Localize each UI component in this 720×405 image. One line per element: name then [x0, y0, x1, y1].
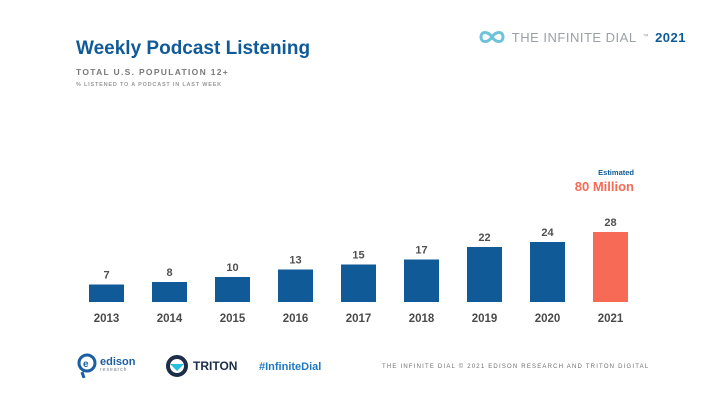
category-label-2018: 2018 — [409, 313, 435, 325]
bar-2020 — [530, 242, 565, 302]
edison-name: edison — [100, 356, 136, 368]
value-label-2020: 24 — [541, 227, 554, 239]
value-label-2018: 17 — [415, 245, 427, 257]
category-label-2013: 2013 — [94, 313, 120, 325]
category-label-2021: 2021 — [598, 313, 624, 325]
value-label-2017: 15 — [352, 250, 364, 262]
value-label-2013: 7 — [103, 270, 109, 282]
value-label-2019: 22 — [478, 232, 490, 244]
chart-title: Weekly Podcast Listening — [76, 38, 311, 59]
category-label-2019: 2019 — [472, 313, 498, 325]
category-label-2017: 2017 — [346, 313, 372, 325]
annotation-value: 80 Million — [575, 179, 634, 194]
edison-sub: research — [100, 367, 128, 373]
bar-chart: 7 2013 8 2014 10 2015 13 2016 15 2017 17 2018 22 2019… — [89, 168, 634, 325]
brand-year: 2021 — [655, 29, 686, 45]
category-label-2015: 2015 — [220, 313, 246, 325]
value-label-2014: 8 — [166, 267, 172, 279]
chart-subtitle: TOTAL U.S. POPULATION 12+ — [76, 67, 230, 77]
bar-2016 — [278, 269, 313, 302]
value-label-2016: 13 — [289, 255, 301, 267]
chart-description: % LISTENED TO A PODCAST IN LAST WEEK — [76, 82, 222, 88]
category-label-2016: 2016 — [283, 313, 309, 325]
bar-2017 — [341, 264, 376, 302]
annotation-label: Estimated — [598, 168, 634, 177]
bar-2019 — [467, 247, 502, 302]
hashtag-link[interactable]: #InfiniteDial — [259, 361, 322, 373]
brand-text: THE INFINITE DIAL — [511, 29, 637, 45]
infinity-icon — [479, 31, 505, 43]
triton-logo: TRITON — [166, 355, 237, 377]
bar-2021 — [593, 232, 628, 302]
triton-logo-icon — [166, 355, 188, 377]
category-label-2014: 2014 — [157, 313, 183, 325]
bar-2013 — [89, 284, 124, 302]
brand-header: THE INFINITE DIAL ™ 2021 — [478, 29, 686, 45]
category-label-2020: 2020 — [535, 313, 561, 325]
bar-2015 — [215, 277, 250, 302]
triton-name: TRITON — [193, 359, 238, 373]
svg-text:e: e — [83, 359, 89, 370]
edison-logo-icon: e — [77, 353, 97, 378]
bar-2018 — [404, 259, 439, 302]
edison-logo: e edison research — [76, 352, 135, 378]
value-label-2021: 28 — [604, 217, 616, 229]
value-label-2015: 10 — [226, 262, 238, 274]
bar-2014 — [152, 282, 187, 302]
copyright-text: THE INFINITE DIAL © 2021 EDISON RESEARCH… — [382, 364, 650, 370]
